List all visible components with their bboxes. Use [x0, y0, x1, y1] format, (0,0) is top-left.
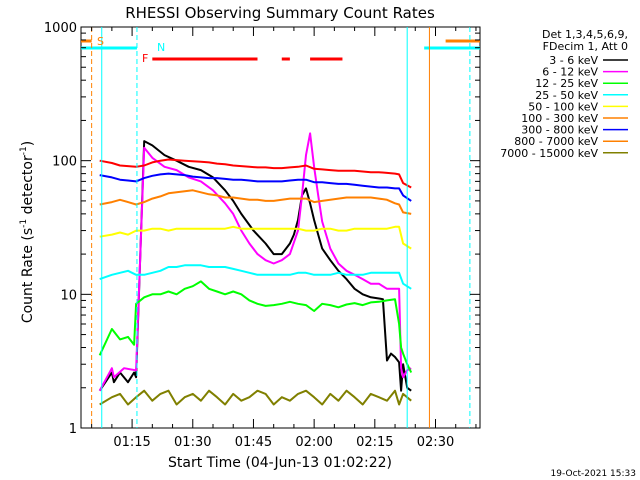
series-line-25-50-kev-3 [99, 264, 412, 290]
x-tick-label-4: 02:15 [356, 435, 393, 450]
y-axis-label-mid: detector [20, 155, 36, 219]
y-tick-label-0: 1 [69, 422, 77, 437]
legend-label-4: 50 - 100 keV [528, 100, 598, 113]
legend-label-3: 25 - 50 keV [535, 89, 598, 102]
footer-timestamp: 19-Oct-2021 15:33 [551, 469, 636, 479]
series-line-7000-15000-kev-8 [99, 389, 412, 406]
y-axis-label-sup2: -1 [19, 146, 29, 155]
legend-header-0: Det 1,3,4,5,6,9, [542, 28, 628, 41]
y-tick-label-3: 1000 [44, 21, 77, 36]
y-axis-label-sup1: -1 [19, 219, 29, 228]
series-line-12-25-kev-2 [98, 280, 413, 373]
legend: Det 1,3,4,5,6,9,FDecim 1, Att 03 - 6 keV… [500, 28, 628, 160]
y-axis-label-end: ) [20, 141, 36, 146]
x-tick-label-5: 02:30 [417, 435, 454, 450]
series-line-3-6-kev-0 [98, 140, 412, 392]
series-layer [98, 132, 413, 406]
y-tick-label-2: 100 [52, 155, 77, 170]
legend-label-2: 12 - 25 keV [535, 77, 598, 90]
flare-label: F [142, 52, 148, 65]
saa-label: S [97, 35, 104, 48]
legend-label-7: 800 - 7000 keV [514, 135, 598, 148]
legend-label-8: 7000 - 15000 keV [500, 147, 598, 160]
night-label: N [157, 41, 165, 54]
chart-title: RHESSI Observing Summary Count Rates [125, 4, 435, 22]
legend-label-0: 3 - 6 keV [549, 54, 598, 67]
legend-label-5: 100 - 300 keV [521, 112, 598, 125]
x-tick-label-3: 02:00 [295, 435, 332, 450]
axes-layer: 1 10 100 1000 01:15 01:30 01:45 02:00 02:15 02:30 [44, 21, 480, 450]
y-axis-label: Count Rate (s-1 detector-1) [19, 141, 36, 323]
series-line-6-12-kev-1 [98, 132, 412, 392]
series-line-series-9 [99, 158, 412, 189]
x-axis-label: Start Time (04-Jun-13 01:02:22) [168, 455, 392, 471]
y-tick-label-1: 10 [60, 288, 77, 303]
series-line-100-300-kev-5 [99, 189, 412, 215]
series-line-300-800-kev-6 [99, 172, 412, 202]
x-tick-label-0: 01:15 [113, 435, 150, 450]
plot-frame [80, 26, 481, 429]
x-tick-label-1: 01:30 [174, 435, 211, 450]
x-tick-label-2: 01:45 [235, 435, 272, 450]
legend-label-1: 6 - 12 keV [542, 66, 598, 79]
flags-layer: S NF [81, 27, 480, 428]
series-line-50-100-kev-4 [99, 225, 412, 250]
legend-label-6: 300 - 800 keV [521, 124, 598, 137]
y-axis-label-main: Count Rate (s [20, 228, 36, 323]
legend-header-1: FDecim 1, Att 0 [543, 40, 628, 53]
